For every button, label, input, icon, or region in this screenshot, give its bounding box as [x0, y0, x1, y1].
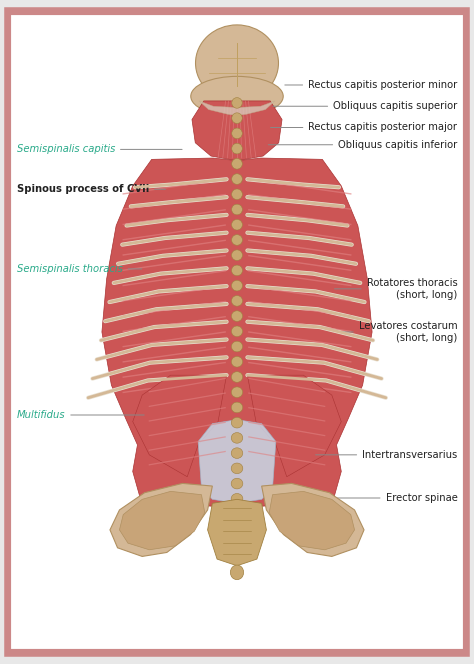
Ellipse shape: [231, 539, 243, 550]
Polygon shape: [198, 420, 276, 503]
Ellipse shape: [195, 25, 279, 101]
Text: Multifidus: Multifidus: [17, 410, 144, 420]
Polygon shape: [247, 375, 341, 477]
Ellipse shape: [231, 387, 243, 398]
Text: Semispinalis thoracis: Semispinalis thoracis: [17, 264, 142, 274]
Ellipse shape: [231, 524, 243, 535]
Polygon shape: [192, 101, 282, 161]
Ellipse shape: [231, 402, 243, 413]
Text: Obliquus capitis inferior: Obliquus capitis inferior: [268, 139, 457, 150]
Ellipse shape: [231, 341, 243, 352]
Text: Erector spinae: Erector spinae: [311, 493, 457, 503]
Ellipse shape: [232, 174, 242, 185]
Ellipse shape: [231, 265, 243, 276]
Ellipse shape: [231, 250, 243, 260]
Ellipse shape: [231, 280, 243, 291]
Ellipse shape: [230, 565, 244, 580]
Ellipse shape: [231, 463, 243, 473]
Text: Semispinalis capitis: Semispinalis capitis: [17, 144, 182, 155]
Ellipse shape: [231, 295, 243, 306]
Ellipse shape: [232, 234, 242, 245]
Ellipse shape: [232, 128, 242, 139]
Ellipse shape: [231, 509, 243, 519]
Ellipse shape: [191, 76, 283, 116]
Polygon shape: [199, 101, 275, 116]
Ellipse shape: [231, 493, 243, 504]
Ellipse shape: [232, 143, 242, 154]
Polygon shape: [102, 158, 372, 510]
Ellipse shape: [231, 418, 243, 428]
Ellipse shape: [232, 219, 242, 230]
Ellipse shape: [231, 448, 243, 458]
Polygon shape: [262, 483, 364, 556]
Text: Obliquus capitis superior: Obliquus capitis superior: [273, 101, 457, 112]
Text: Levatores costarum
(short, long): Levatores costarum (short, long): [339, 321, 457, 343]
Text: Rectus capitis posterior minor: Rectus capitis posterior minor: [285, 80, 457, 90]
Ellipse shape: [232, 189, 242, 200]
Text: Rectus capitis posterior major: Rectus capitis posterior major: [271, 122, 457, 133]
FancyBboxPatch shape: [9, 13, 465, 651]
Text: Intertransversarius: Intertransversarius: [316, 450, 457, 460]
Text: Rotatores thoracis
(short, long): Rotatores thoracis (short, long): [335, 278, 457, 299]
Polygon shape: [110, 483, 212, 556]
Polygon shape: [133, 375, 227, 477]
Ellipse shape: [231, 372, 243, 382]
Polygon shape: [119, 491, 205, 550]
Ellipse shape: [231, 311, 243, 321]
Ellipse shape: [232, 159, 242, 169]
Ellipse shape: [232, 205, 242, 215]
Polygon shape: [269, 491, 355, 550]
Ellipse shape: [231, 478, 243, 489]
Polygon shape: [208, 499, 266, 566]
Ellipse shape: [231, 326, 243, 337]
Ellipse shape: [231, 432, 243, 443]
Text: Spinous process of CVII: Spinous process of CVII: [17, 184, 165, 195]
Ellipse shape: [232, 98, 242, 108]
Ellipse shape: [231, 357, 243, 367]
Ellipse shape: [232, 113, 242, 124]
